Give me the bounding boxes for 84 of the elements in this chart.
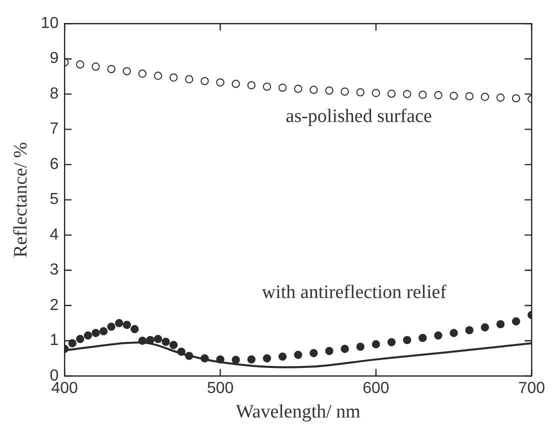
point — [200, 76, 209, 86]
x-axis-title: Wavelength/ nm — [236, 402, 361, 423]
point — [387, 338, 396, 346]
point — [122, 67, 131, 76]
point — [465, 92, 474, 100]
point — [340, 344, 349, 353]
point — [216, 355, 224, 364]
point — [496, 320, 505, 328]
point — [200, 354, 209, 362]
point — [130, 325, 139, 334]
y-tick-label: 8 — [50, 85, 59, 102]
point — [107, 322, 116, 331]
point — [387, 90, 396, 98]
y-tick-label: 4 — [50, 226, 59, 244]
point — [340, 88, 349, 96]
point — [154, 72, 162, 80]
point — [138, 336, 147, 345]
point — [76, 60, 84, 69]
point — [372, 88, 380, 98]
point — [403, 336, 412, 344]
point — [122, 320, 131, 329]
point — [418, 90, 427, 99]
point — [92, 328, 100, 338]
point — [403, 90, 412, 98]
point — [480, 92, 490, 101]
point — [262, 82, 272, 91]
point — [107, 64, 116, 74]
y-tick-label: 10 — [40, 15, 59, 32]
point — [92, 62, 100, 71]
y-axis-title: Reflectance/ % — [10, 142, 32, 258]
point — [418, 334, 427, 342]
point — [154, 334, 162, 344]
point — [114, 319, 124, 328]
point — [356, 88, 364, 96]
point — [278, 352, 287, 361]
point — [310, 348, 318, 358]
point — [76, 334, 84, 344]
point — [68, 339, 76, 348]
y-tick-label: 2 — [50, 296, 59, 314]
point — [325, 86, 334, 95]
x-tick-label: 500 — [206, 380, 234, 398]
point — [138, 70, 147, 78]
x-tick-label: 600 — [362, 380, 390, 398]
annotation: with antireflection relief — [262, 282, 448, 304]
point — [434, 331, 442, 340]
y-tick-label: 5 — [50, 191, 59, 208]
point — [185, 75, 194, 84]
point — [162, 338, 170, 346]
point — [450, 92, 458, 100]
point — [232, 80, 240, 88]
y-tick-label: 1 — [50, 332, 59, 350]
y-tick-label: 3 — [50, 262, 59, 279]
point — [450, 328, 458, 338]
point — [278, 84, 287, 92]
point — [356, 342, 364, 351]
point — [294, 350, 302, 359]
point — [216, 78, 224, 87]
annotation: as-polished surface — [286, 106, 432, 127]
point — [232, 356, 240, 364]
point — [372, 340, 380, 348]
point — [325, 346, 334, 356]
y-tick-label: 6 — [50, 156, 59, 173]
x-tick-label: 400 — [51, 380, 78, 398]
point — [99, 327, 108, 336]
point — [169, 73, 178, 82]
y-tick-label: 7 — [50, 120, 59, 138]
point — [185, 352, 194, 360]
y-tick-label: 9 — [50, 50, 59, 68]
point — [512, 94, 520, 102]
point — [310, 86, 318, 94]
point — [177, 348, 186, 356]
point — [247, 81, 256, 90]
point — [84, 331, 92, 340]
point — [512, 317, 520, 326]
x-tick-label: 700 — [518, 380, 546, 398]
point — [262, 354, 272, 362]
point — [465, 326, 474, 334]
point — [496, 94, 505, 102]
point — [247, 355, 256, 364]
point — [146, 336, 154, 344]
point — [480, 323, 490, 332]
point — [434, 91, 442, 100]
point — [169, 340, 178, 350]
point — [294, 84, 302, 93]
